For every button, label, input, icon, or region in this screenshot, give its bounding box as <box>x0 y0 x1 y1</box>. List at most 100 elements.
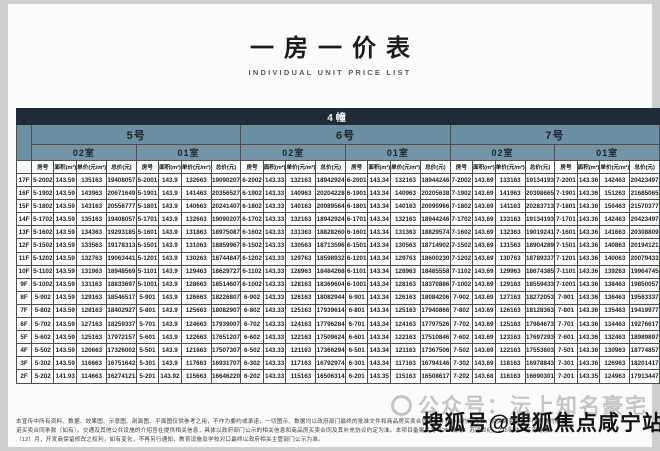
data-cell: 143.9 <box>158 356 182 371</box>
floor-cell: 5F <box>15 330 33 345</box>
data-cell: 7-1802 <box>449 199 473 214</box>
table-row: 17F 5-2002 143.59 135163 19408057 5-2001 143.9… <box>15 172 660 188</box>
data-cell: 18402927 <box>106 303 137 319</box>
data-cell: 143.34 <box>367 264 392 279</box>
data-cell: 18485558 <box>420 264 451 279</box>
data-cell: 143.36 <box>576 303 601 319</box>
data-cell: 5-701 <box>135 317 160 332</box>
data-cell: 18598932 <box>315 251 347 266</box>
data-cell: 7-302 <box>449 356 473 371</box>
data-cell: 6-1702 <box>240 212 264 227</box>
data-cell: 20556777 <box>106 199 137 214</box>
official-account-watermark-text: 公众号：沄上知名豪宅 <box>418 395 648 418</box>
data-cell: 143.36 <box>576 277 601 292</box>
data-cell: 7-1502 <box>449 238 473 253</box>
data-cell: 134363 <box>76 225 108 240</box>
data-cell: 18744847 <box>210 251 242 266</box>
data-cell: 16274121 <box>106 369 137 384</box>
data-cell: 143.34 <box>367 225 392 240</box>
data-cell: 18828260 <box>315 225 347 240</box>
column-header: 房号 <box>31 160 55 174</box>
data-cell: 127163 <box>494 290 526 305</box>
data-cell: 6-501 <box>345 343 369 358</box>
data-cell: 5-902 <box>31 290 55 305</box>
data-cell: 132163 <box>285 212 317 227</box>
data-cell: 132663 <box>180 212 212 227</box>
data-cell: 5-1601 <box>135 225 160 240</box>
data-cell: 115163 <box>285 369 317 384</box>
data-cell: 143.9 <box>158 212 182 227</box>
data-cell: 18082907 <box>210 303 242 319</box>
data-cell: 6-1602 <box>240 225 264 240</box>
data-cell: 18714902 <box>420 238 451 253</box>
data-cell: 7-701 <box>554 317 578 332</box>
column-header: 面积(m²) <box>53 160 78 174</box>
column-header: 房号 <box>554 160 578 174</box>
data-cell: 19090207 <box>210 212 242 227</box>
data-cell: 18259337 <box>106 317 137 332</box>
data-cell: 7-1102 <box>449 264 473 279</box>
data-cell: 143.36 <box>576 238 601 253</box>
data-cell: 6-302 <box>240 356 264 371</box>
data-cell: 17507307 <box>210 343 242 358</box>
data-cell: 120663 <box>76 343 108 358</box>
data-cell: 143.59 <box>53 212 78 227</box>
data-cell: 136463 <box>599 290 631 305</box>
data-cell: 143.69 <box>471 330 496 345</box>
data-cell: 17367506 <box>420 343 451 358</box>
data-cell: 143.33 <box>262 251 287 266</box>
data-cell: 6-2001 <box>345 172 369 188</box>
data-cell: 20194121 <box>629 238 660 253</box>
data-cell: 18833697 <box>106 277 137 292</box>
unit-header-7: 7号 <box>449 124 660 145</box>
data-cell: 128663 <box>180 277 212 292</box>
data-cell: 132463 <box>599 330 631 345</box>
data-cell: 5-1801 <box>135 199 160 214</box>
data-cell: 18942924 <box>315 212 347 227</box>
data-cell: 5-2001 <box>135 172 160 188</box>
data-cell: 126163 <box>494 303 526 319</box>
data-cell: 150463 <box>599 199 631 214</box>
data-cell: 6-201 <box>345 369 369 384</box>
data-cell: 19134193 <box>524 172 556 188</box>
data-cell: 124963 <box>599 369 631 384</box>
data-cell: 143.59 <box>53 251 78 266</box>
data-cell: 6-2002 <box>240 172 264 188</box>
data-cell: 18859967 <box>210 238 242 253</box>
data-cell: 16506314 <box>315 369 347 384</box>
floor-cell: 3F <box>15 356 33 371</box>
data-cell: 143.59 <box>53 290 78 305</box>
data-cell: 18713596 <box>315 238 347 253</box>
data-cell: 143.59 <box>53 186 78 201</box>
data-cell: 115663 <box>180 369 212 384</box>
data-cell: 143.59 <box>53 172 78 188</box>
data-cell: 18829574 <box>420 225 451 240</box>
data-cell: 140963 <box>390 186 421 201</box>
data-cell: 121163 <box>390 343 421 358</box>
data-cell: 142463 <box>599 212 631 227</box>
data-cell: 133163 <box>494 172 526 188</box>
data-cell: 6-1901 <box>345 186 369 201</box>
data-cell: 5-1701 <box>135 212 160 227</box>
data-cell: 18272053 <box>524 290 556 305</box>
data-cell: 143.69 <box>471 303 496 319</box>
data-cell: 132163 <box>390 172 421 188</box>
floor-cell: 10F <box>15 264 33 279</box>
data-cell: 18948569 <box>106 264 137 279</box>
data-cell: 143.59 <box>53 277 78 292</box>
data-cell: 143.59 <box>53 356 78 371</box>
unit-price-table: 4幢 5号 6号 7号 02室 01室 02室 01室 02室 01室 房号 面积(m²) 单价(元/m… <box>15 108 660 384</box>
data-cell: 18774857 <box>629 343 660 358</box>
data-cell: 130963 <box>599 343 631 358</box>
data-cell: 124663 <box>180 317 212 332</box>
data-cell: 6-1802 <box>240 199 264 214</box>
data-cell: 7-2001 <box>554 172 578 188</box>
data-cell: 140063 <box>599 251 631 266</box>
data-cell: 6-801 <box>345 303 369 319</box>
data-cell: 122663 <box>180 330 212 345</box>
data-cell: 7-501 <box>554 343 578 358</box>
data-cell: 18674385 <box>524 264 556 279</box>
data-cell: 18201417 <box>629 356 660 371</box>
data-cell: 143.9 <box>158 172 182 188</box>
data-cell: 143.34 <box>367 356 392 371</box>
